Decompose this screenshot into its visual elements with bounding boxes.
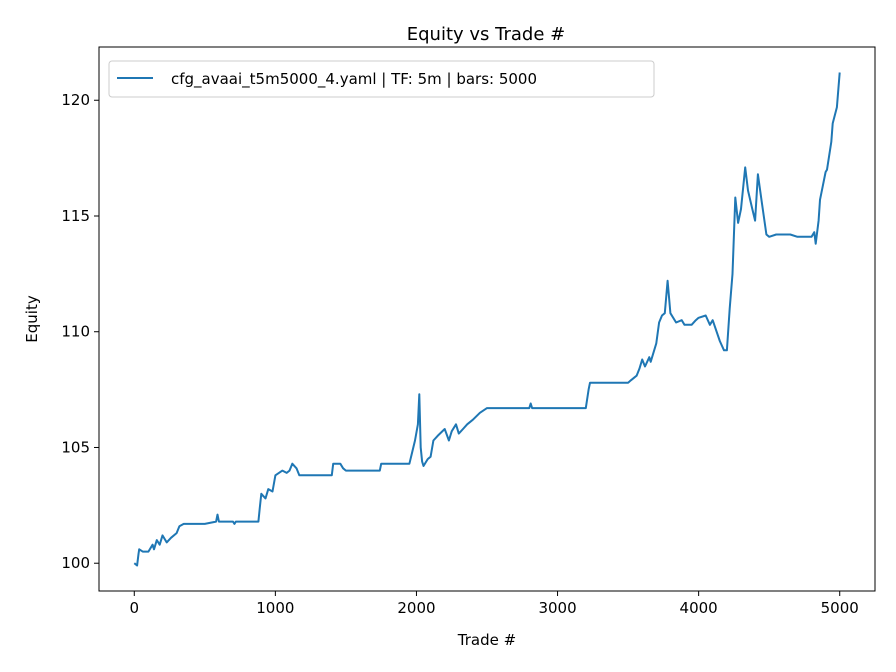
legend-label: cfg_avaai_t5m5000_4.yaml | TF: 5m | bars… [171, 70, 537, 89]
x-tick-label: 3000 [538, 599, 576, 617]
chart-title: Equity vs Trade # [407, 24, 565, 45]
y-tick-label: 105 [61, 438, 90, 456]
x-axis-title: Trade # [457, 631, 516, 649]
axis-ticks: 0 1000 2000 3000 4000 5000 100 105 110 115 120 [61, 91, 858, 617]
x-tick-label: 0 [129, 599, 139, 617]
plot-frame [98, 46, 876, 592]
y-tick-label: 120 [61, 91, 90, 109]
plot-area [133, 72, 841, 567]
x-tick-label: 5000 [821, 599, 859, 617]
y-tick-label: 110 [61, 323, 90, 341]
y-tick-label: 115 [61, 207, 90, 225]
series-line [133, 72, 841, 567]
x-tick-label: 1000 [256, 599, 294, 617]
legend: cfg_avaai_t5m5000_4.yaml | TF: 5m | bars… [108, 60, 655, 98]
y-axis-title: Equity [23, 295, 41, 343]
legend-box [108, 60, 655, 98]
x-tick-label: 4000 [680, 599, 718, 617]
x-tick-label: 2000 [397, 599, 435, 617]
y-tick-label: 100 [61, 554, 90, 572]
